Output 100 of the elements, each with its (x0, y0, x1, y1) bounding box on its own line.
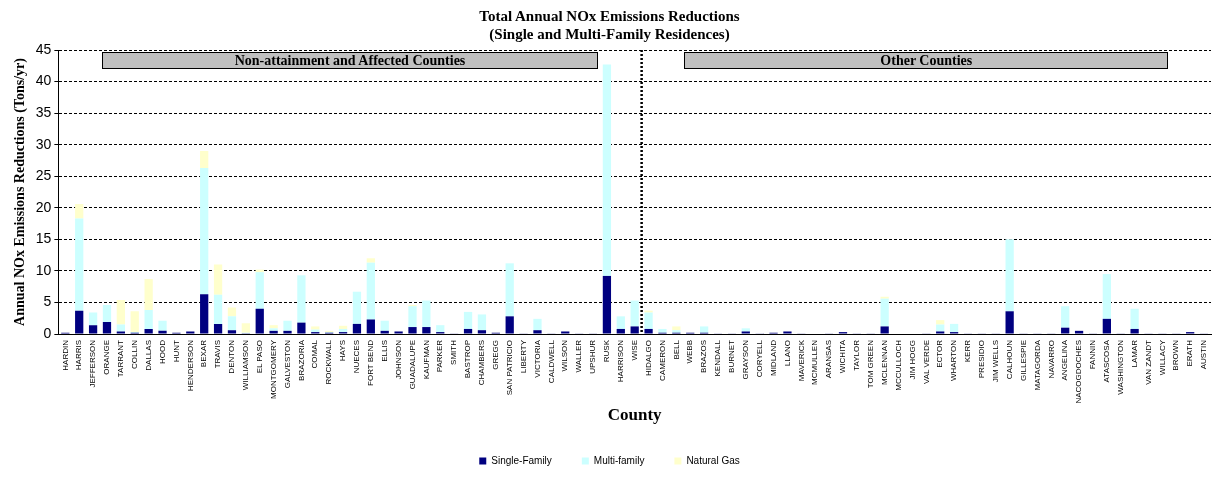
x-tick-label: FORT BEND (366, 339, 376, 386)
x-tick-label: WILLACY (1157, 339, 1167, 376)
x-tick-label: WEBB (685, 340, 695, 364)
x-tick-label: NACOGDOCHES (1074, 340, 1084, 404)
x-tick-label: GILLESPIE (1018, 340, 1028, 381)
x-tick-label: BASTROP (463, 340, 473, 379)
x-tick-label: CORYELL (754, 339, 764, 378)
x-tick-label: HIDALGO (643, 340, 653, 377)
x-tick-label: BRAZORIA (296, 339, 306, 381)
x-tick-label: ORANGE (102, 340, 112, 375)
x-tick-label: KENDALL (713, 339, 723, 377)
y-tick-label: 0 (43, 324, 52, 341)
y-tick-label: 45 (35, 40, 52, 57)
x-tick-label: HUNT (171, 339, 181, 363)
x-tick-label: MCCULLOCH (893, 339, 903, 391)
x-tick-label: MCMULLEN (810, 339, 820, 385)
x-tick-label: DENTON (227, 339, 237, 374)
x-tick-label: WILSON (560, 339, 570, 372)
x-tick-label: UPSHUR (588, 339, 598, 374)
x-tick-label: VAN ZANDT (1143, 339, 1153, 385)
x-tick-label: COLLIN (129, 339, 139, 369)
legend-label: Single-Family (491, 454, 552, 466)
x-tick-label: PRESIDIO (977, 340, 987, 379)
y-tick-label: 5 (43, 293, 52, 310)
x-tick-label: HOOD (157, 339, 167, 364)
x-tick-label: ERATH (1185, 339, 1195, 367)
x-tick-label: RUSK (602, 339, 612, 363)
y-tick-label: 15 (35, 230, 52, 247)
y-tick-label: 25 (35, 167, 52, 184)
x-tick-label: BEXAR (199, 339, 209, 368)
x-tick-label: WICHITA (838, 339, 848, 374)
x-tick-label: DALLAS (143, 340, 153, 371)
x-tick-label: WILLIAMSON (241, 339, 251, 391)
x-tick-label: CALDWELL (546, 339, 556, 384)
x-tick-label: WASHINGTON (1115, 339, 1125, 395)
x-tick-label: VAL VERDE (921, 340, 931, 385)
y-tick-label: 35 (35, 103, 52, 120)
group-header: Other Counties (684, 52, 1169, 69)
x-tick-label: TRAVIS (213, 340, 223, 369)
x-tick-label: ARANSAS (824, 340, 834, 379)
x-tick-label: CAMERON (657, 339, 667, 381)
x-tick-label: HARRISON (616, 339, 625, 383)
x-tick-label: HAYS (338, 340, 348, 362)
x-tick-label: BRAZOS (699, 340, 709, 373)
x-tick-label: TARRANT (116, 339, 126, 378)
x-axis-title: County (607, 405, 663, 425)
y-tick-label: 10 (35, 261, 52, 278)
legend-label: Multi-family (593, 454, 645, 466)
x-tick-label: SAN PATRICIO (504, 340, 514, 396)
x-tick-label: ANGELINA (1060, 339, 1070, 381)
legend-label: Natural Gas (686, 454, 740, 466)
x-tick-label: JIM HOGG (907, 340, 917, 380)
x-tick-label: JEFFERSON (88, 339, 98, 388)
x-tick-label: ELLIS (379, 340, 389, 362)
x-tick-label: ECTOR (935, 339, 945, 368)
x-tick-label: MONTGOMERY (268, 339, 278, 399)
x-tick-label: WALLER (574, 339, 584, 373)
x-tick-label: AUSTIN (1199, 339, 1209, 370)
x-tick-label: LAMAR (1129, 339, 1139, 368)
x-tick-label: BELL (671, 339, 681, 360)
x-tick-label: CALHOUN (1004, 339, 1014, 380)
x-tick-label: PARKER (435, 339, 445, 373)
x-tick-label: GUADALUPE (407, 340, 417, 390)
x-tick-label: MATAGORDA (1032, 339, 1042, 391)
x-tick-label: EL PASO (254, 340, 264, 374)
x-tick-label: ATASCOSA (1102, 339, 1112, 383)
x-tick-label: ROCKWALL (324, 339, 334, 385)
x-tick-label: HENDERSON (185, 339, 195, 392)
y-tick-label: 20 (35, 198, 52, 215)
x-tick-label: JIM WELLS (990, 340, 1000, 383)
chart-title: Total Annual NOx Emissions Reductions (Single and Multi-Family Residences) (479, 7, 740, 43)
x-tick-label: LLANO (782, 340, 792, 367)
x-tick-label: COMAL (310, 339, 320, 369)
x-tick-label: JOHNSON (393, 339, 403, 380)
x-tick-label: LIBERTY (518, 339, 528, 374)
x-tick-label: MAVERICK (796, 339, 806, 382)
x-tick-label: WISE (629, 340, 639, 361)
x-tick-label: MCLENNAN (879, 339, 889, 385)
x-tick-label: KAUFMAN (421, 339, 431, 380)
x-tick-label: NUECES (352, 340, 362, 374)
x-tick-label: FANNIN (1088, 339, 1098, 370)
x-tick-label: KERR (963, 339, 973, 363)
x-tick-label: HARRIS (74, 340, 84, 371)
x-tick-label: BROWN (1171, 339, 1181, 371)
x-tick-label: TOM GREEN (865, 339, 875, 389)
x-tick-label: WHARTON (949, 339, 959, 382)
x-tick-label: CHAMBERS (477, 340, 487, 386)
x-tick-label: SMITH (449, 339, 459, 365)
x-tick-label: GALVESTON (282, 339, 292, 389)
y-tick-label: 40 (35, 72, 52, 89)
x-tick-label: TAYLOR (852, 339, 862, 371)
x-tick-label: VICTORIA (532, 339, 542, 378)
x-tick-label: BURNET (727, 339, 737, 373)
x-tick-label: NAVARRO (1046, 340, 1056, 379)
x-tick-label: GRAYSON (740, 339, 750, 380)
y-axis-title: Annual NOx Emissions Reductions (Tons/yr) (12, 57, 29, 326)
group-header: Non-attainment and Affected Counties (102, 52, 598, 69)
x-tick-label: GREGG (491, 340, 501, 370)
y-tick-label: 30 (35, 135, 52, 152)
x-tick-label: HARDIN (60, 339, 70, 371)
